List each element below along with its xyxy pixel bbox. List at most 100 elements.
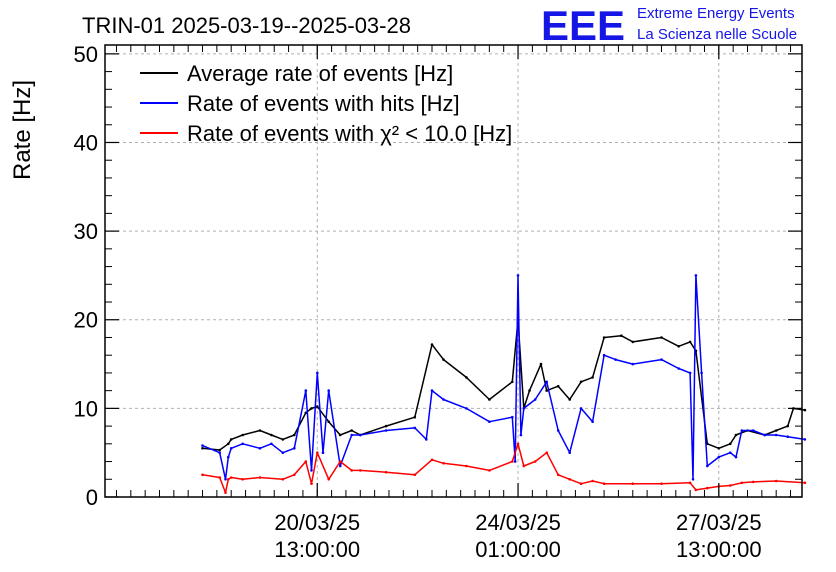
y-tick-label: 0 bbox=[86, 485, 98, 510]
data-point bbox=[602, 482, 606, 486]
data-point bbox=[258, 429, 262, 432]
data-point bbox=[359, 433, 362, 437]
data-point bbox=[700, 371, 703, 375]
data-point bbox=[539, 362, 543, 366]
data-point bbox=[522, 464, 526, 468]
data-point bbox=[660, 482, 663, 486]
data-point bbox=[522, 407, 526, 410]
x-tick-label-date: 24/03/25 bbox=[475, 510, 561, 535]
data-point bbox=[513, 460, 517, 463]
data-point bbox=[511, 380, 514, 384]
data-point bbox=[488, 398, 491, 401]
data-point bbox=[729, 442, 732, 446]
y-tick-label: 30 bbox=[74, 219, 98, 244]
data-point bbox=[694, 274, 698, 277]
data-point bbox=[241, 442, 244, 446]
x-tick-label-time: 13:00:00 bbox=[676, 537, 762, 562]
data-point bbox=[430, 343, 434, 346]
data-point bbox=[465, 464, 468, 468]
data-point bbox=[751, 429, 755, 432]
data-point bbox=[327, 478, 331, 481]
data-point bbox=[218, 476, 221, 479]
data-point bbox=[556, 384, 560, 388]
y-axis-label: Rate [Hz] bbox=[9, 80, 36, 180]
data-point bbox=[579, 407, 583, 410]
data-point bbox=[201, 444, 204, 447]
data-point bbox=[384, 424, 388, 428]
data-point bbox=[316, 405, 319, 408]
data-point bbox=[631, 340, 635, 344]
data-point bbox=[304, 389, 308, 392]
data-point bbox=[442, 358, 445, 361]
data-point bbox=[533, 398, 537, 401]
data-point bbox=[316, 371, 319, 375]
eee-logo: EEE Extreme Energy Events La Scienza nel… bbox=[541, 2, 797, 49]
brand-line-1: Extreme Energy Events bbox=[637, 5, 795, 22]
legend: Average rate of events [Hz] Rate of event… bbox=[140, 61, 512, 146]
data-point bbox=[660, 358, 663, 361]
data-point bbox=[774, 433, 778, 437]
data-point bbox=[688, 340, 692, 344]
data-point bbox=[465, 407, 468, 410]
data-point bbox=[281, 478, 285, 481]
data-point bbox=[677, 345, 680, 348]
data-point bbox=[304, 460, 308, 463]
data-point bbox=[706, 486, 709, 490]
data-point bbox=[270, 442, 273, 446]
data-point bbox=[803, 438, 807, 441]
data-point bbox=[310, 469, 313, 472]
data-point bbox=[691, 478, 695, 481]
data-point bbox=[740, 481, 744, 485]
data-point bbox=[774, 429, 778, 432]
data-point bbox=[568, 478, 571, 481]
data-point bbox=[688, 371, 692, 375]
data-point bbox=[734, 433, 738, 437]
x-tick-label-date: 27/03/25 bbox=[676, 510, 762, 535]
data-point bbox=[579, 380, 583, 384]
data-point bbox=[763, 433, 766, 437]
data-point bbox=[229, 447, 233, 450]
data-point bbox=[227, 455, 230, 459]
data-point bbox=[545, 451, 548, 455]
data-point bbox=[717, 455, 721, 459]
data-point bbox=[338, 433, 342, 437]
data-point bbox=[384, 470, 388, 474]
data-point bbox=[350, 429, 354, 432]
data-point bbox=[241, 478, 244, 481]
series-2 bbox=[201, 274, 807, 481]
data-point bbox=[316, 451, 319, 455]
data-point bbox=[568, 398, 571, 401]
data-point bbox=[258, 476, 262, 479]
y-tick-label: 50 bbox=[74, 42, 98, 67]
data-point bbox=[533, 460, 537, 463]
data-point bbox=[545, 380, 548, 384]
legend-label: Average rate of events [Hz] bbox=[187, 61, 453, 86]
data-point bbox=[350, 469, 354, 472]
chart-title: TRIN-01 2025-03-19--2025-03-28 bbox=[82, 13, 411, 38]
data-point bbox=[568, 451, 571, 455]
data-point bbox=[556, 429, 560, 432]
data-point bbox=[556, 473, 560, 477]
data-point bbox=[304, 411, 308, 415]
data-point bbox=[729, 484, 732, 487]
eee-logo-text: EEE bbox=[541, 2, 625, 49]
data-point bbox=[519, 433, 523, 437]
brand-line-2: La Scienza nelle Scuole bbox=[637, 26, 797, 43]
data-point bbox=[293, 473, 296, 477]
data-point bbox=[694, 488, 698, 492]
series-line bbox=[202, 443, 805, 494]
data-point bbox=[620, 334, 623, 338]
data-point bbox=[281, 438, 285, 441]
data-point bbox=[614, 358, 617, 361]
data-point bbox=[425, 438, 428, 441]
data-point bbox=[241, 433, 244, 437]
data-point bbox=[258, 447, 262, 450]
data-point bbox=[717, 447, 721, 450]
data-point bbox=[602, 353, 606, 357]
x-tick-label-time: 01:00:00 bbox=[475, 537, 561, 562]
data-point bbox=[281, 451, 285, 455]
data-point bbox=[430, 389, 434, 392]
data-point bbox=[545, 389, 548, 392]
data-point bbox=[229, 476, 233, 479]
